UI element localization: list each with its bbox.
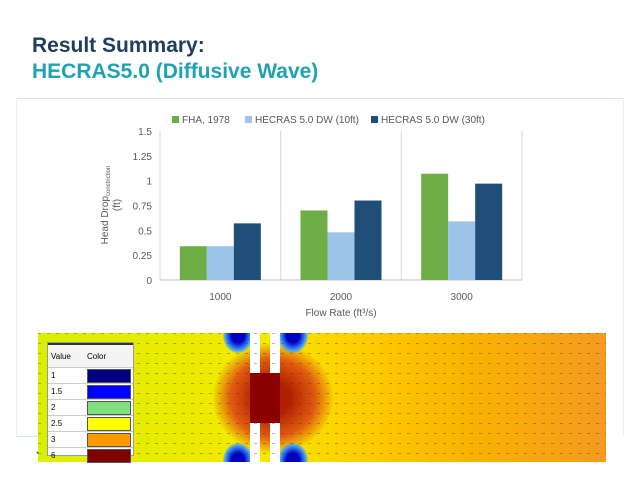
legend-row: 2.5 xyxy=(48,415,133,431)
legend-label: FHA, 1978 xyxy=(182,115,230,126)
legend-row: 6 xyxy=(48,447,133,463)
legend-swatch xyxy=(87,384,131,399)
legend-swatch xyxy=(87,400,131,415)
legend-swatch xyxy=(87,368,131,383)
legend-swatch xyxy=(371,116,378,123)
bar xyxy=(206,246,234,280)
bar xyxy=(354,200,382,280)
x-tick-label: 1000 xyxy=(209,292,232,303)
slide-subtitle: HECRAS5.0 (Diffusive Wave) xyxy=(32,60,319,83)
map-color-legend: Value Color 1 1.5 2 2.5 3 6 xyxy=(47,342,134,463)
legend-value: 2 xyxy=(51,403,56,412)
legend-swatch xyxy=(172,116,179,123)
legend-swatch xyxy=(87,432,131,447)
legend-row: 1.5 xyxy=(48,383,133,399)
divider xyxy=(16,98,624,99)
y-tick-label: 0.5 xyxy=(138,226,152,237)
legend-row: 1 xyxy=(48,367,133,383)
bar xyxy=(179,246,207,280)
legend-value: 6 xyxy=(51,451,56,460)
legend-label: HECRAS 5.0 DW (30ft) xyxy=(381,115,485,126)
bar xyxy=(300,210,328,280)
legend-swatch xyxy=(87,448,131,463)
dhi-logo: ◔ xyxy=(34,448,40,458)
x-tick-label: 2000 xyxy=(330,292,353,303)
legend-header-color: Color xyxy=(87,351,107,361)
y-tick-label: 1.25 xyxy=(133,152,153,163)
legend-swatch xyxy=(87,416,131,431)
legend-row: 2 xyxy=(48,399,133,415)
legend-value: 3 xyxy=(51,435,56,444)
y-tick-label: 0.75 xyxy=(133,202,153,213)
x-axis-label: Flow Rate (ft³/s) xyxy=(305,308,376,319)
bar xyxy=(233,223,261,280)
y-axis-label: Head Dropconstriction xyxy=(100,166,112,245)
legend-value: 1.5 xyxy=(51,387,63,396)
y-tick-label: 1.5 xyxy=(138,127,152,138)
bar xyxy=(327,232,355,280)
legend-swatch xyxy=(245,116,252,123)
y-tick-label: 1 xyxy=(146,177,152,188)
bar xyxy=(448,221,476,280)
divider xyxy=(623,98,624,436)
legend-value: 2.5 xyxy=(51,419,63,428)
y-tick-label: 0.25 xyxy=(133,251,153,262)
bar-chart: Head Dropconstriction (ft) Flow Rate (ft… xyxy=(100,115,523,319)
y-axis-unit: (ft) xyxy=(112,199,123,211)
bar xyxy=(475,183,503,280)
legend-header-value: Value xyxy=(51,351,71,361)
slide-title: Result Summary: xyxy=(32,34,205,57)
divider xyxy=(16,436,56,437)
legend-label: HECRAS 5.0 DW (10ft) xyxy=(255,115,359,126)
divider xyxy=(16,98,17,436)
bar xyxy=(421,173,449,280)
legend-row: 3 xyxy=(48,431,133,447)
legend-value: 1 xyxy=(51,371,56,380)
x-tick-label: 3000 xyxy=(451,292,474,303)
y-tick-label: 0 xyxy=(146,276,152,287)
